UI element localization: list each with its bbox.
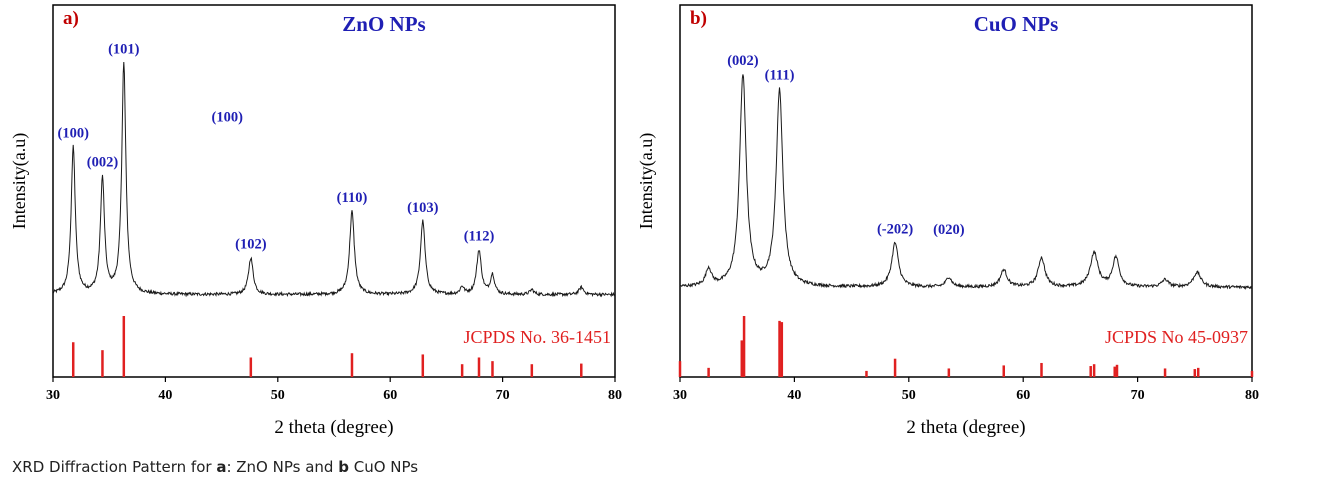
- panel-letter: b): [690, 8, 707, 29]
- xrd-figure: 30 40 50 60 70 80 2 theta (degree) Intensity(a.…: [9, 4, 1259, 438]
- peak-label: (-202): [877, 222, 913, 238]
- caption-a-letter: a: [216, 458, 227, 476]
- peak-label: (103): [407, 200, 439, 216]
- plot-frame-2: [679, 4, 1253, 378]
- figure-caption: XRD Diffraction Pattern for a: ZnO NPs a…: [12, 458, 418, 476]
- x-tick-label: 50: [271, 388, 285, 403]
- peak-label: (110): [337, 190, 368, 206]
- peak-label: (002): [727, 53, 759, 69]
- peak-label: (002): [87, 154, 119, 170]
- plot-frame-1: [52, 4, 616, 378]
- x-tick-label: 30: [673, 388, 687, 403]
- x-tick-label: 80: [608, 388, 622, 403]
- peak-label: (111): [765, 68, 795, 84]
- reference-label: JCPDS No 45-0937: [1105, 327, 1248, 347]
- peak-label: (102): [235, 237, 267, 253]
- x-tick-label: 70: [496, 388, 510, 403]
- x-tick-label: 60: [1016, 388, 1030, 403]
- chart-title: CuO NPs: [974, 12, 1059, 36]
- x-axis-label: 2 theta (degree): [274, 417, 393, 438]
- panel-letter: a): [63, 8, 79, 29]
- peak-label: (100): [58, 125, 90, 141]
- caption-b-letter: b: [338, 458, 349, 476]
- peak-label: (101): [108, 41, 140, 57]
- chart-title: ZnO NPs: [342, 12, 425, 36]
- caption-a-text: : ZnO NPs and: [226, 458, 339, 476]
- reference-label: JCPDS No. 36-1451: [463, 327, 611, 347]
- xrd-trace: [679, 74, 1253, 291]
- x-tick-label: 70: [1131, 388, 1145, 403]
- caption-b-text: CuO NPs: [348, 458, 419, 476]
- peak-label: (100): [212, 110, 244, 126]
- x-tick-label: 80: [1245, 388, 1259, 403]
- x-tick-label: 50: [902, 388, 916, 403]
- x-axis-label: 2 theta (degree): [906, 417, 1025, 438]
- xrd-trace: [52, 61, 616, 298]
- y-axis-label: Intensity(a.u): [636, 133, 657, 229]
- x-tick-label: 40: [787, 388, 801, 403]
- peak-label: (112): [464, 229, 495, 245]
- caption-prefix: XRD Diffraction Pattern for: [12, 458, 217, 476]
- x-tick-label: 40: [158, 388, 172, 403]
- x-tick-label: 60: [383, 388, 397, 403]
- y-axis-label: Intensity(a.u): [9, 133, 30, 229]
- x-tick-label: 30: [46, 388, 60, 403]
- peak-label: (020): [933, 222, 965, 238]
